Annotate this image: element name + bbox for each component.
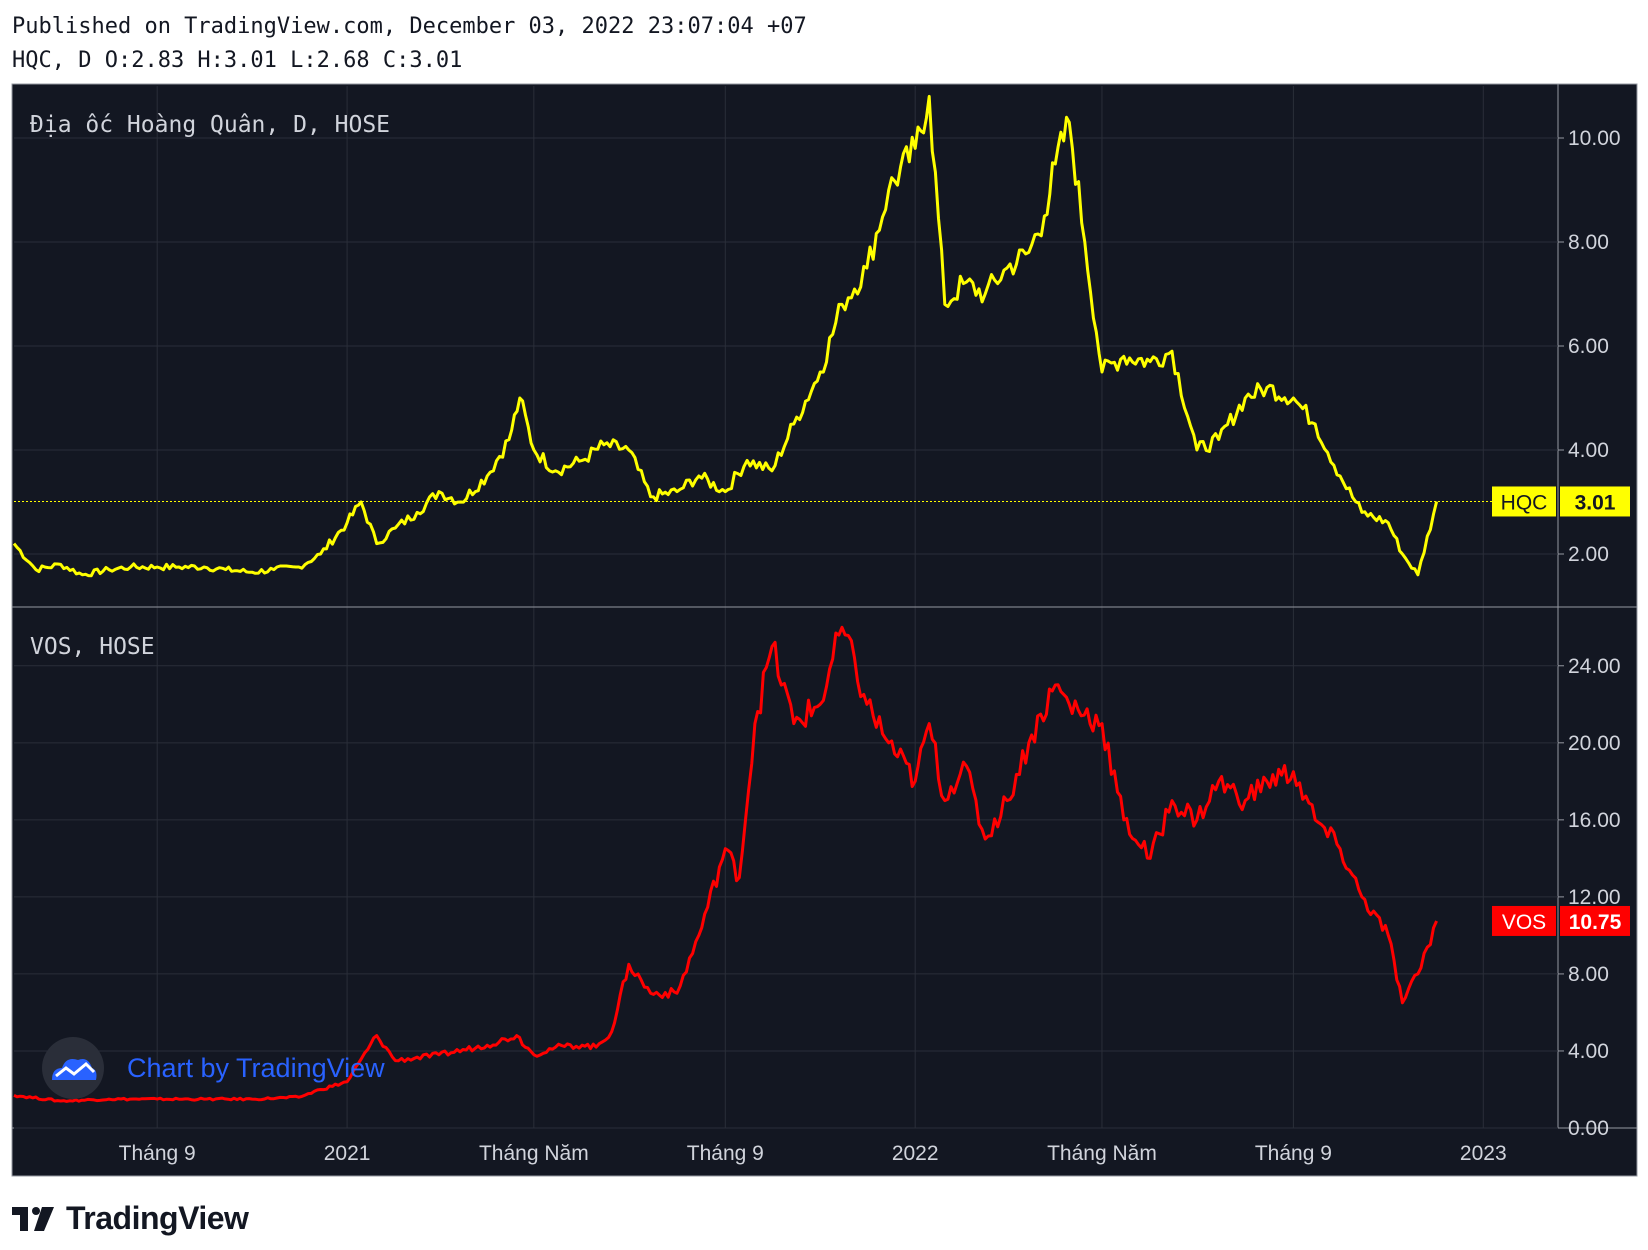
panel-title: Địa ốc Hoàng Quân, D, HOSE — [30, 112, 390, 138]
footer-logo[interactable]: TradingView — [12, 1200, 249, 1237]
last-value-badge — [1560, 486, 1630, 517]
chart-panel-vos: 0.00 4.00 8.00 12.00 16.00 20.00 24.00 VOS, HOS… — [13, 625, 1630, 1140]
x-tick-label: 2022 — [892, 1142, 939, 1165]
watermark-text: Chart by TradingView — [127, 1053, 385, 1083]
y-tick-label: 4.00 — [1568, 439, 1609, 462]
y-tick-label: 0.00 — [1568, 1117, 1609, 1140]
x-tick-label: 2023 — [1460, 1142, 1507, 1165]
x-tick-label: Tháng 9 — [119, 1142, 196, 1165]
x-tick-label: Tháng Năm — [1047, 1142, 1157, 1165]
ohlc-header: HQC, D O:2.83 H:3.01 L:2.68 C:3.01 — [12, 48, 463, 73]
last-value-label: 3.01 — [1575, 491, 1616, 514]
x-tick-label: 2021 — [324, 1142, 371, 1165]
published-header: Published on TradingView.com, December 0… — [12, 14, 807, 39]
watermark-chart-glyph — [55, 1061, 96, 1078]
tradingview-logo-icon — [12, 1206, 54, 1231]
last-value-label: 10.75 — [1569, 911, 1622, 934]
footer-logo-text: TradingView — [66, 1200, 249, 1236]
tradingview-watermark: Chart by TradingView — [42, 1037, 385, 1099]
series-name-badge — [1492, 905, 1556, 936]
y-tick-label: 8.00 — [1568, 231, 1609, 254]
x-tick-label: Tháng Năm — [479, 1142, 589, 1165]
y-tick-label: 4.00 — [1568, 1040, 1609, 1063]
chart-panel-hqc: 2.00 4.00 6.00 8.00 10.00 Địa ốc Hoàng Quân, … — [12, 94, 1630, 578]
series-name-badge — [1492, 486, 1556, 517]
series-name-label: HQC — [1501, 491, 1548, 514]
y-tick-label: 8.00 — [1568, 963, 1609, 986]
y-tick-label: 16.00 — [1568, 809, 1621, 832]
chart-frame — [11, 83, 1638, 1177]
y-tick-label: 12.00 — [1568, 886, 1621, 909]
series-name-label: VOS — [1502, 911, 1546, 934]
y-tick-label: 6.00 — [1568, 335, 1609, 358]
x-tick-label: Tháng 9 — [687, 1142, 764, 1165]
series-line-vos — [13, 625, 1438, 1103]
panel-title: VOS, HOSE — [30, 634, 155, 660]
y-tick-label: 10.00 — [1568, 127, 1621, 150]
y-tick-label: 24.00 — [1568, 655, 1621, 678]
x-tick-label: Tháng 9 — [1255, 1142, 1332, 1165]
last-value-badge — [1560, 905, 1630, 936]
series-line-hqc — [12, 94, 1439, 578]
y-tick-label: 2.00 — [1568, 543, 1609, 566]
y-tick-label: 20.00 — [1568, 732, 1621, 755]
